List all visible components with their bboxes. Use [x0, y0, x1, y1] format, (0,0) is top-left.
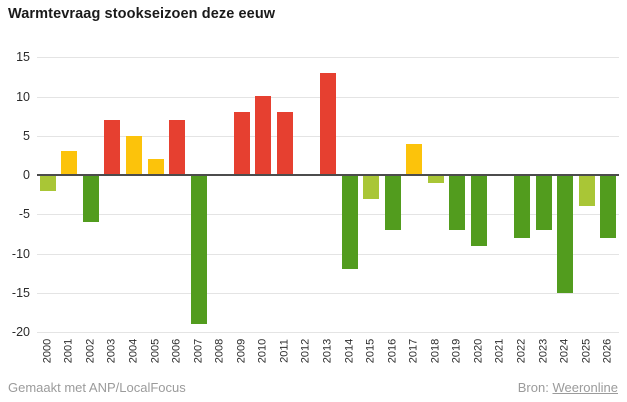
x-axis-tick-label: 2023: [537, 338, 550, 364]
bar-2011[interactable]: [277, 112, 293, 175]
gridline: [37, 57, 619, 58]
x-axis-tick-label: 2025: [580, 338, 593, 364]
x-axis-tick-label: 2012: [299, 338, 312, 364]
x-axis-tick-label: 2010: [256, 338, 269, 364]
x-axis-tick-label: 2013: [321, 338, 334, 364]
bar-2001[interactable]: [61, 151, 77, 175]
gridline: [37, 254, 619, 255]
x-axis-tick-label: 2009: [235, 338, 248, 364]
gridline: [37, 293, 619, 294]
source-text: Bron: Weeronline: [518, 380, 618, 395]
bar-2026[interactable]: [600, 175, 616, 238]
gridline: [37, 214, 619, 215]
bar-2006[interactable]: [169, 120, 185, 175]
source-label: Bron:: [517, 380, 549, 395]
x-axis-tick-label: 2002: [84, 338, 97, 364]
bar-2020[interactable]: [471, 175, 487, 246]
bar-2019[interactable]: [449, 175, 465, 230]
x-axis-tick-label: 2017: [407, 338, 420, 364]
x-axis-tick-label: 2011: [278, 339, 291, 363]
x-axis-tick-label: 2019: [450, 338, 463, 364]
y-axis-tick-label: 10: [16, 90, 30, 104]
bar-2023[interactable]: [536, 175, 552, 230]
bar-2025[interactable]: [579, 175, 595, 206]
x-axis-tick-label: 2001: [62, 338, 75, 364]
bar-2013[interactable]: [320, 73, 336, 175]
x-axis-tick-label: 2004: [127, 338, 140, 364]
y-axis-tick-label: -10: [11, 247, 30, 261]
x-axis-tick-label: 2026: [601, 338, 614, 364]
x-axis-tick-label: 2020: [472, 338, 485, 364]
x-axis-tick-label: 2000: [41, 338, 54, 364]
bar-2018[interactable]: [428, 175, 444, 183]
chart-footer: Gemaakt met ANP/LocalFocus Bron: Weeronl…: [0, 378, 627, 398]
bar-2005[interactable]: [148, 159, 164, 175]
credit-text: Gemaakt met ANP/LocalFocus: [8, 380, 186, 395]
x-axis-tick-label: 2014: [343, 338, 356, 364]
zero-axis-line: [37, 174, 619, 176]
x-axis-tick-label: 2021: [493, 338, 506, 364]
bar-2003[interactable]: [104, 120, 120, 175]
x-axis-tick-label: 2015: [364, 338, 377, 364]
y-axis-tick-label: -20: [11, 325, 30, 339]
y-axis-tick-label: 5: [23, 129, 30, 143]
bar-chart: 15 10 5 0 -5 -10 -15 -20 2000 2001 2002 2003 2004 200…: [11, 50, 619, 364]
x-axis-tick-label: 2006: [170, 338, 183, 364]
y-axis-tick-label: -15: [11, 286, 30, 300]
bar-2004[interactable]: [126, 136, 142, 175]
x-axis-tick-label: 2018: [429, 338, 442, 364]
bar-2010[interactable]: [255, 96, 271, 175]
bar-2016[interactable]: [385, 175, 401, 230]
y-axis-tick-label: 0: [23, 168, 30, 182]
x-axis-tick-label: 2024: [558, 338, 571, 364]
bar-2017[interactable]: [406, 144, 422, 175]
x-axis-tick-label: 2022: [515, 338, 528, 364]
bar-2024[interactable]: [557, 175, 573, 293]
y-axis-tick-label: -5: [18, 207, 30, 221]
page-title: Warmtevraag stookseizoen deze eeuw: [8, 6, 276, 22]
bar-2015[interactable]: [363, 175, 379, 199]
y-axis-tick-label: 15: [16, 50, 30, 64]
gridline: [37, 332, 619, 333]
x-axis-tick-label: 2016: [386, 338, 399, 364]
bar-2002[interactable]: [83, 175, 99, 222]
x-axis-tick-label: 2005: [149, 338, 162, 364]
x-axis-tick-label: 2008: [213, 338, 226, 364]
source-link[interactable]: Weeronline: [552, 380, 618, 395]
bar-2000[interactable]: [40, 175, 56, 191]
bar-2022[interactable]: [514, 175, 530, 238]
bar-2007[interactable]: [191, 175, 207, 324]
bar-2014[interactable]: [342, 175, 358, 269]
x-axis-tick-label: 2007: [192, 338, 205, 364]
x-axis-tick-label: 2003: [105, 338, 118, 364]
bar-2009[interactable]: [234, 112, 250, 175]
